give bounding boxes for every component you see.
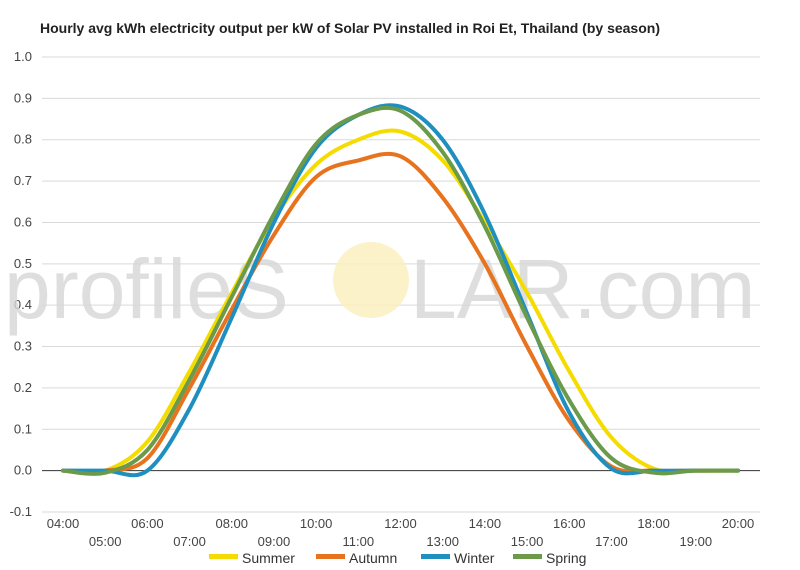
watermark-sun [333,242,409,318]
y-tick-label: 0.2 [14,380,32,395]
legend-swatch [209,554,238,559]
watermark-text-right: LAR.com [410,242,755,336]
x-tick-label: 11:00 [343,534,375,549]
y-tick-label: 0.0 [14,463,32,478]
y-axis: -0.1 0.0 0.1 0.2 0.3 0.4 0.5 0.6 0.7 0.8 0.9 1.0 [10,49,32,519]
y-tick-label: 0.1 [14,421,32,436]
legend-label: Winter [454,550,495,566]
series-line-winter [61,103,740,478]
legend-swatch [421,554,450,559]
y-tick-label: 0.9 [14,90,32,105]
x-tick-label: 10:00 [300,516,333,531]
series-lines [61,103,740,478]
x-tick-label: 08:00 [215,516,248,531]
y-tick-label: 0.3 [14,339,32,354]
y-tick-label: 0.6 [14,214,32,229]
x-tick-label: 19:00 [680,534,713,549]
legend-swatch [513,554,542,559]
x-tick-label: 07:00 [173,534,206,549]
series-line-spring [61,105,740,476]
x-tick-label: 13:00 [426,534,459,549]
x-tick-label: 16:00 [553,516,586,531]
y-tick-label: 0.7 [14,173,32,188]
y-tick-label: 0.5 [14,256,32,271]
x-tick-label: 06:00 [131,516,164,531]
x-axis: 04:00 06:00 08:00 10:00 12:00 14:00 16:00 18:00… [47,516,755,549]
y-tick-label: 0.4 [14,297,32,312]
legend-label: Autumn [349,550,397,566]
x-tick-label: 04:00 [47,516,80,531]
series-line-summer [61,128,740,475]
x-tick-label: 18:00 [637,516,670,531]
chart-title: Hourly avg kWh electricity output per kW… [40,20,660,36]
y-tick-label: 1.0 [14,49,32,64]
series-line-autumn [61,151,740,474]
x-tick-label: 14:00 [469,516,502,531]
legend-swatch [316,554,345,559]
legend: Summer Autumn Winter Spring [209,550,586,566]
x-tick-label: 12:00 [384,516,417,531]
legend-label: Spring [546,550,586,566]
y-tick-label: -0.1 [10,504,32,519]
legend-label: Summer [242,550,295,566]
y-tick-label: 0.8 [14,132,32,147]
watermark: profileS LAR.com [4,242,755,336]
x-tick-label: 17:00 [595,534,628,549]
x-tick-label: 15:00 [511,534,544,549]
x-tick-label: 20:00 [722,516,755,531]
x-tick-label: 09:00 [258,534,291,549]
x-tick-label: 05:00 [89,534,122,549]
